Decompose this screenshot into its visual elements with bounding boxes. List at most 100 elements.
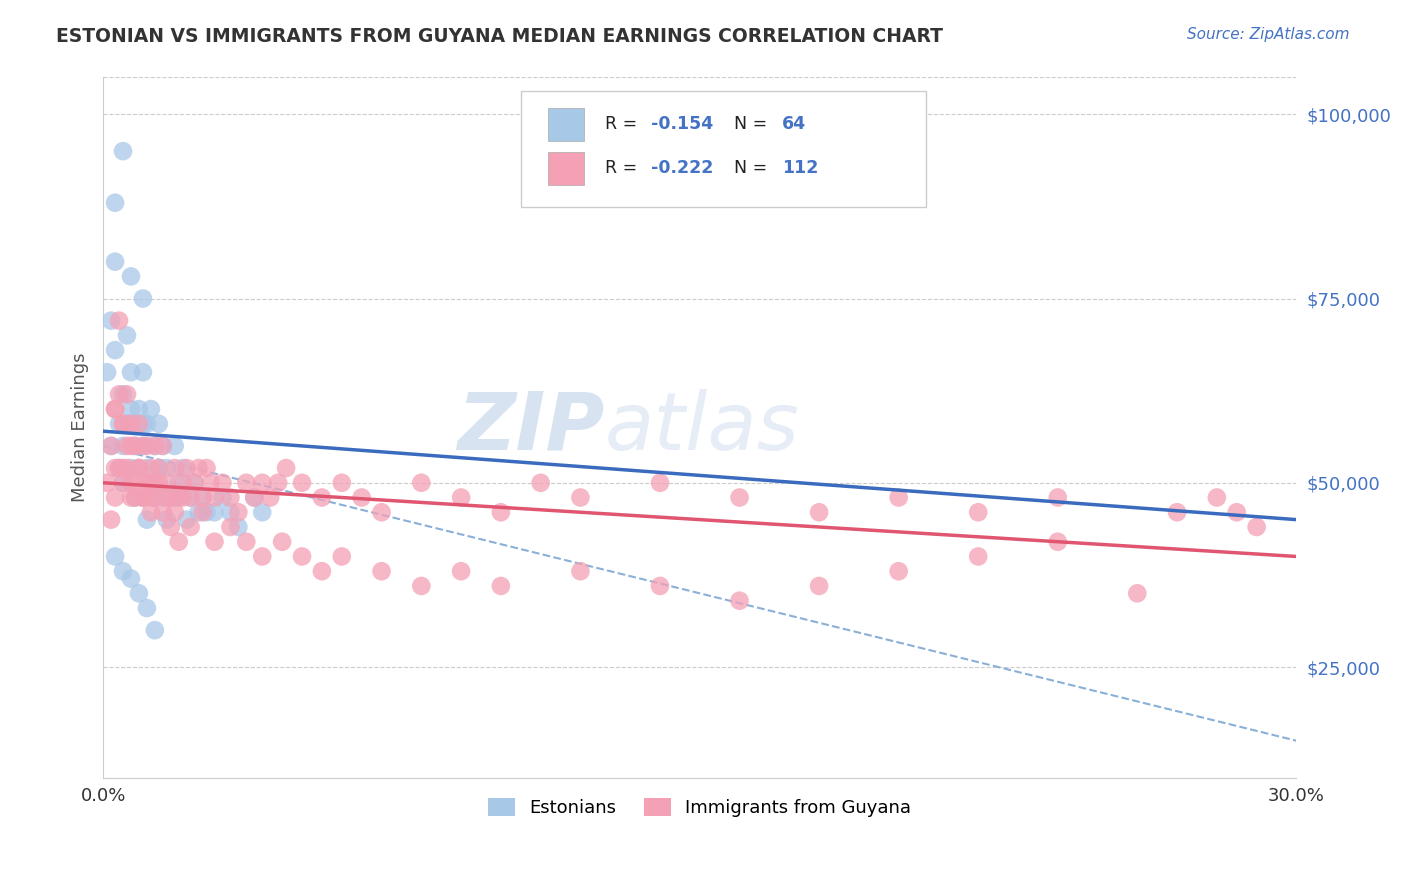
Point bbox=[128, 461, 150, 475]
Point bbox=[172, 461, 194, 475]
Point bbox=[167, 491, 190, 505]
Point bbox=[163, 505, 186, 519]
Point bbox=[143, 439, 166, 453]
Point bbox=[139, 461, 162, 475]
Point bbox=[120, 365, 142, 379]
Point bbox=[1046, 491, 1069, 505]
Point bbox=[124, 417, 146, 431]
Point bbox=[152, 439, 174, 453]
FancyBboxPatch shape bbox=[548, 108, 583, 141]
Point bbox=[411, 579, 433, 593]
Text: -0.222: -0.222 bbox=[651, 160, 713, 178]
Point bbox=[96, 365, 118, 379]
Point bbox=[135, 417, 157, 431]
Point bbox=[887, 491, 910, 505]
Point bbox=[104, 254, 127, 268]
Point bbox=[104, 402, 127, 417]
Point bbox=[159, 520, 181, 534]
Point bbox=[100, 513, 122, 527]
Point bbox=[104, 402, 127, 417]
Point bbox=[139, 505, 162, 519]
Point bbox=[180, 491, 202, 505]
Point bbox=[191, 505, 214, 519]
Point bbox=[228, 520, 250, 534]
Point bbox=[180, 491, 202, 505]
Point bbox=[124, 439, 146, 453]
Point bbox=[135, 475, 157, 490]
Point bbox=[252, 505, 274, 519]
Point bbox=[183, 475, 205, 490]
Point bbox=[128, 402, 150, 417]
Point bbox=[252, 549, 274, 564]
Point bbox=[808, 579, 831, 593]
Point bbox=[120, 417, 142, 431]
Point bbox=[132, 439, 155, 453]
Point bbox=[100, 313, 122, 327]
Point bbox=[139, 475, 162, 490]
Point bbox=[132, 417, 155, 431]
Point bbox=[1205, 491, 1227, 505]
Point bbox=[243, 491, 266, 505]
Point bbox=[96, 475, 118, 490]
Point bbox=[235, 475, 257, 490]
Text: 64: 64 bbox=[782, 115, 806, 133]
Point bbox=[200, 475, 222, 490]
Point bbox=[489, 505, 512, 519]
Point bbox=[124, 475, 146, 490]
Point bbox=[115, 328, 138, 343]
Text: 112: 112 bbox=[782, 160, 818, 178]
Text: R =: R = bbox=[606, 160, 644, 178]
Point bbox=[132, 439, 155, 453]
Point bbox=[291, 549, 314, 564]
Point bbox=[530, 475, 553, 490]
Point bbox=[411, 475, 433, 490]
Point bbox=[228, 505, 250, 519]
Point bbox=[252, 475, 274, 490]
Point bbox=[108, 387, 131, 401]
Point bbox=[128, 461, 150, 475]
Point bbox=[148, 475, 170, 490]
Point bbox=[370, 505, 392, 519]
Point bbox=[143, 623, 166, 637]
Point bbox=[124, 491, 146, 505]
Point bbox=[124, 439, 146, 453]
Point bbox=[152, 439, 174, 453]
Point bbox=[330, 475, 353, 490]
Point bbox=[148, 461, 170, 475]
Point bbox=[139, 491, 162, 505]
Point bbox=[135, 439, 157, 453]
Point bbox=[143, 475, 166, 490]
Point bbox=[163, 439, 186, 453]
Point bbox=[132, 491, 155, 505]
Text: -0.154: -0.154 bbox=[651, 115, 713, 133]
Point bbox=[132, 365, 155, 379]
Point bbox=[104, 461, 127, 475]
Point bbox=[108, 313, 131, 327]
Point bbox=[159, 491, 181, 505]
Point bbox=[120, 461, 142, 475]
Point bbox=[271, 534, 294, 549]
Point bbox=[156, 491, 179, 505]
Point bbox=[728, 593, 751, 607]
Point bbox=[104, 491, 127, 505]
Point bbox=[191, 491, 214, 505]
Point bbox=[108, 461, 131, 475]
Point bbox=[243, 491, 266, 505]
FancyBboxPatch shape bbox=[520, 92, 927, 207]
Point bbox=[143, 491, 166, 505]
Point bbox=[111, 144, 134, 158]
Text: N =: N = bbox=[734, 160, 773, 178]
Point bbox=[115, 417, 138, 431]
Point bbox=[172, 475, 194, 490]
Point bbox=[211, 491, 233, 505]
Point bbox=[143, 491, 166, 505]
Point bbox=[967, 549, 990, 564]
Point bbox=[132, 491, 155, 505]
Point bbox=[104, 195, 127, 210]
Point bbox=[195, 461, 218, 475]
Point bbox=[139, 402, 162, 417]
Point bbox=[191, 491, 214, 505]
Point bbox=[291, 475, 314, 490]
Point bbox=[111, 387, 134, 401]
Point bbox=[204, 491, 226, 505]
